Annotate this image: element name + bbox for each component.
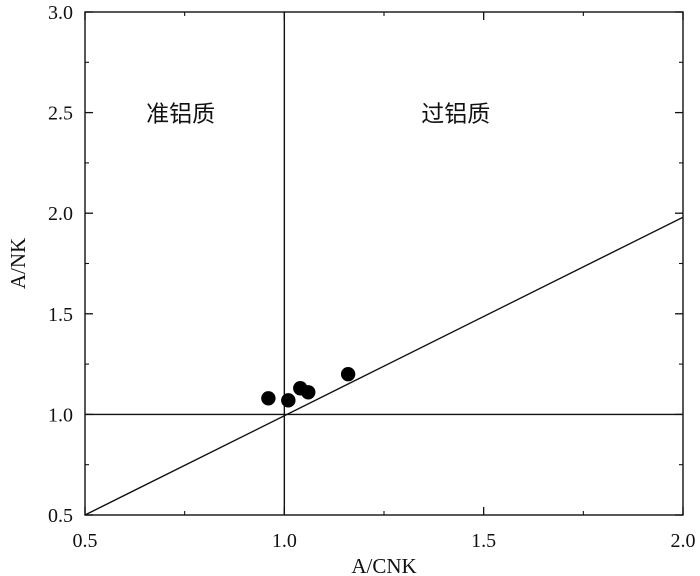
x-tick-label: 1.5 xyxy=(471,530,496,552)
y-axis-title: A/NK xyxy=(6,238,30,289)
data-point xyxy=(261,391,276,406)
data-point xyxy=(340,366,356,382)
y-tick-label: 2.0 xyxy=(48,203,73,225)
data-point xyxy=(301,385,316,400)
plot-layer xyxy=(84,11,684,516)
diagonal-boundary-line xyxy=(84,216,684,516)
y-tick-label: 3.0 xyxy=(48,2,73,24)
y-tick-label: 0.5 xyxy=(48,505,73,527)
y-tick-label: 1.0 xyxy=(48,404,73,426)
y-tick-label: 2.5 xyxy=(48,103,73,125)
x-axis-title: A/CNK xyxy=(351,554,416,576)
data-points xyxy=(261,366,356,408)
data-point xyxy=(281,393,296,408)
y-tick-label: 1.5 xyxy=(48,304,73,326)
x-tick-label: 0.5 xyxy=(73,530,98,552)
x-ticks: 0.5 1.0 1.5 2.0 xyxy=(73,12,696,552)
region-labels: 准铝质 过铝质 xyxy=(146,102,490,128)
x-tick-label: 1.0 xyxy=(272,530,297,552)
metaluminous-region-label: 准铝质 xyxy=(146,102,215,128)
peraluminous-region-label: 过铝质 xyxy=(421,102,490,128)
y-ticks: 0.5 1.0 1.5 2.0 2.5 3.0 xyxy=(48,2,683,527)
plot-frame xyxy=(84,11,684,516)
x-tick-label: 2.0 xyxy=(671,530,696,552)
